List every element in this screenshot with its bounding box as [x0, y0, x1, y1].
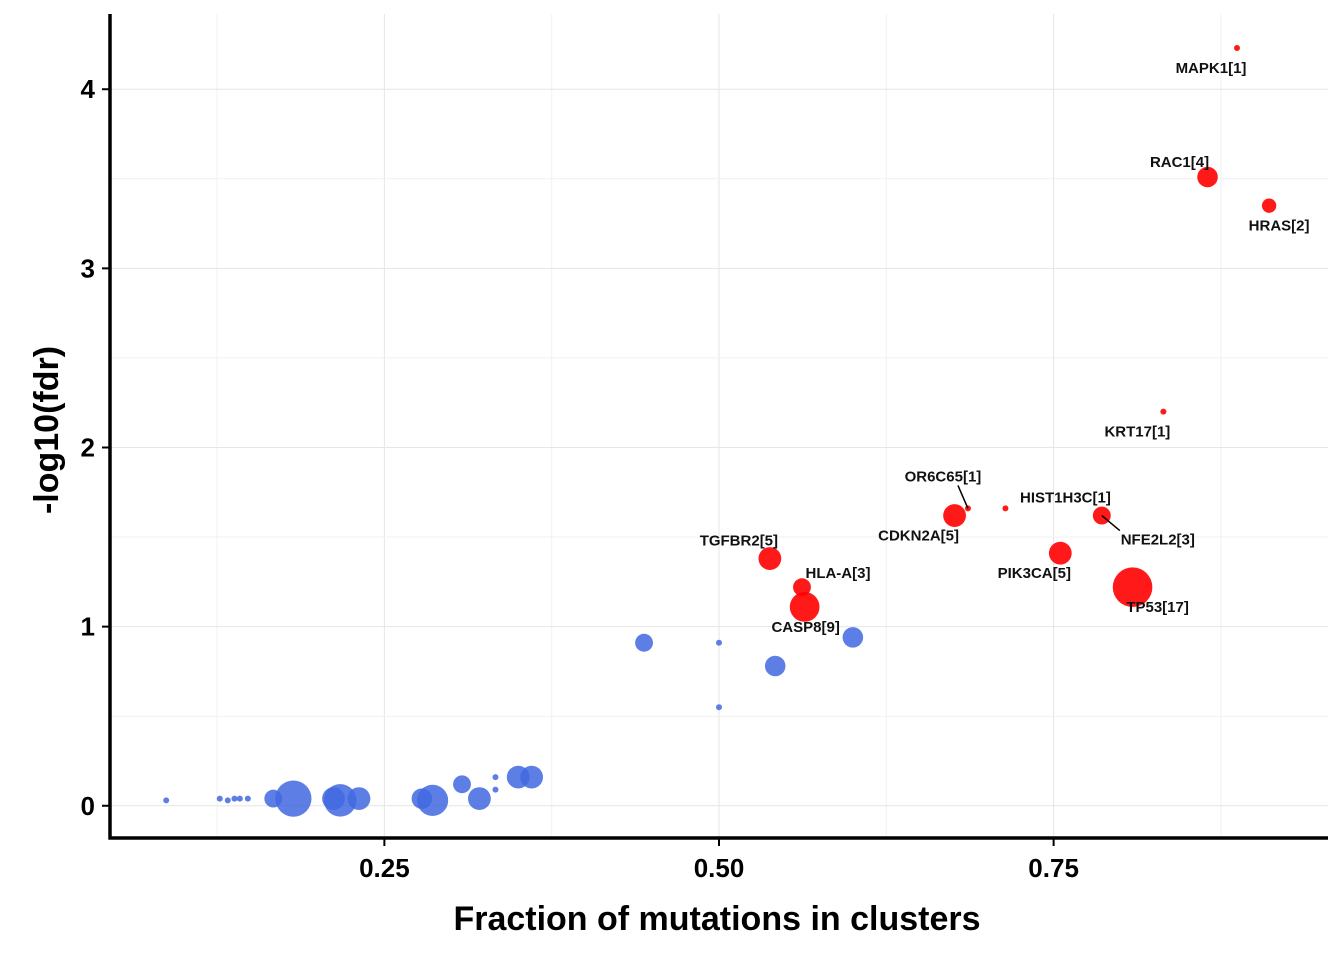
gene-point [347, 787, 371, 810]
point-label: PIK3CA[5] [998, 565, 1071, 582]
label-leader-line [1101, 514, 1121, 532]
significant-gene-point [758, 547, 782, 570]
significant-gene-point [793, 578, 811, 597]
gene-point [236, 795, 243, 802]
point-label: OR6C65[1] [905, 468, 982, 485]
y-tick-label: 0 [81, 791, 95, 821]
point-label: TP53[17] [1126, 599, 1189, 616]
significant-gene-point [1160, 408, 1167, 415]
y-tick-label: 1 [81, 612, 95, 642]
gene-point [275, 780, 312, 817]
gene-point [224, 797, 231, 804]
x-tick-label: 0.75 [1028, 853, 1079, 883]
point-label: KRT17[1] [1104, 424, 1170, 441]
point-labels: MAPK1[1] RAC1[4] HRAS[2] KRT17[1] OR6C65[1] H… [700, 60, 1310, 636]
significant-gene-point [1197, 166, 1218, 188]
y-tick-label: 4 [81, 74, 96, 104]
point-label: MAPK1[1] [1176, 60, 1247, 77]
gene-point [764, 655, 786, 677]
data-points [163, 45, 1277, 817]
axes: 0.25 0.50 0.75 0 1 2 3 4 [81, 14, 1328, 883]
gene-point [468, 787, 491, 810]
significant-gene-point [943, 504, 966, 527]
y-tick-label: 3 [81, 253, 95, 283]
point-label: NFE2L2[3] [1121, 532, 1195, 549]
point-label: HIST1H3C[1] [1020, 489, 1111, 506]
significant-gene-point [1048, 541, 1072, 565]
significant-gene-point [1112, 567, 1153, 608]
gene-point [716, 639, 722, 646]
gene-point [453, 775, 471, 794]
point-label: TGFBR2[5] [700, 533, 778, 550]
significant-gene-point [789, 592, 820, 622]
gene-point [716, 704, 722, 711]
gene-point [244, 795, 251, 802]
gene-point [231, 795, 238, 802]
x-tick-label: 0.25 [359, 853, 410, 883]
point-label: CDKN2A[5] [878, 528, 959, 545]
label-leader-line [957, 485, 969, 509]
point-label: HLA-A[3] [805, 565, 870, 582]
x-axis-title: Fraction of mutations in clusters [453, 900, 980, 938]
y-axis-title: -log10(fdr) [28, 346, 66, 514]
point-label: RAC1[4] [1150, 154, 1209, 171]
gene-point [264, 789, 283, 808]
grid-lines [110, 14, 1328, 838]
gene-point [216, 795, 223, 802]
significant-gene-point [1261, 198, 1277, 213]
significant-gene-point [1002, 505, 1009, 512]
significant-gene-point [1233, 45, 1240, 52]
gene-point [411, 788, 433, 809]
x-tick-label: 0.50 [694, 853, 745, 883]
gene-point [492, 786, 499, 793]
gene-point [520, 765, 544, 789]
point-label: HRAS[2] [1249, 218, 1310, 235]
gene-point [163, 797, 170, 804]
gene-point [635, 633, 653, 652]
point-label: CASP8[9] [771, 619, 839, 636]
y-tick-label: 2 [81, 432, 95, 462]
gene-point [492, 774, 499, 781]
gene-point [322, 787, 345, 810]
gene-point [842, 627, 864, 648]
